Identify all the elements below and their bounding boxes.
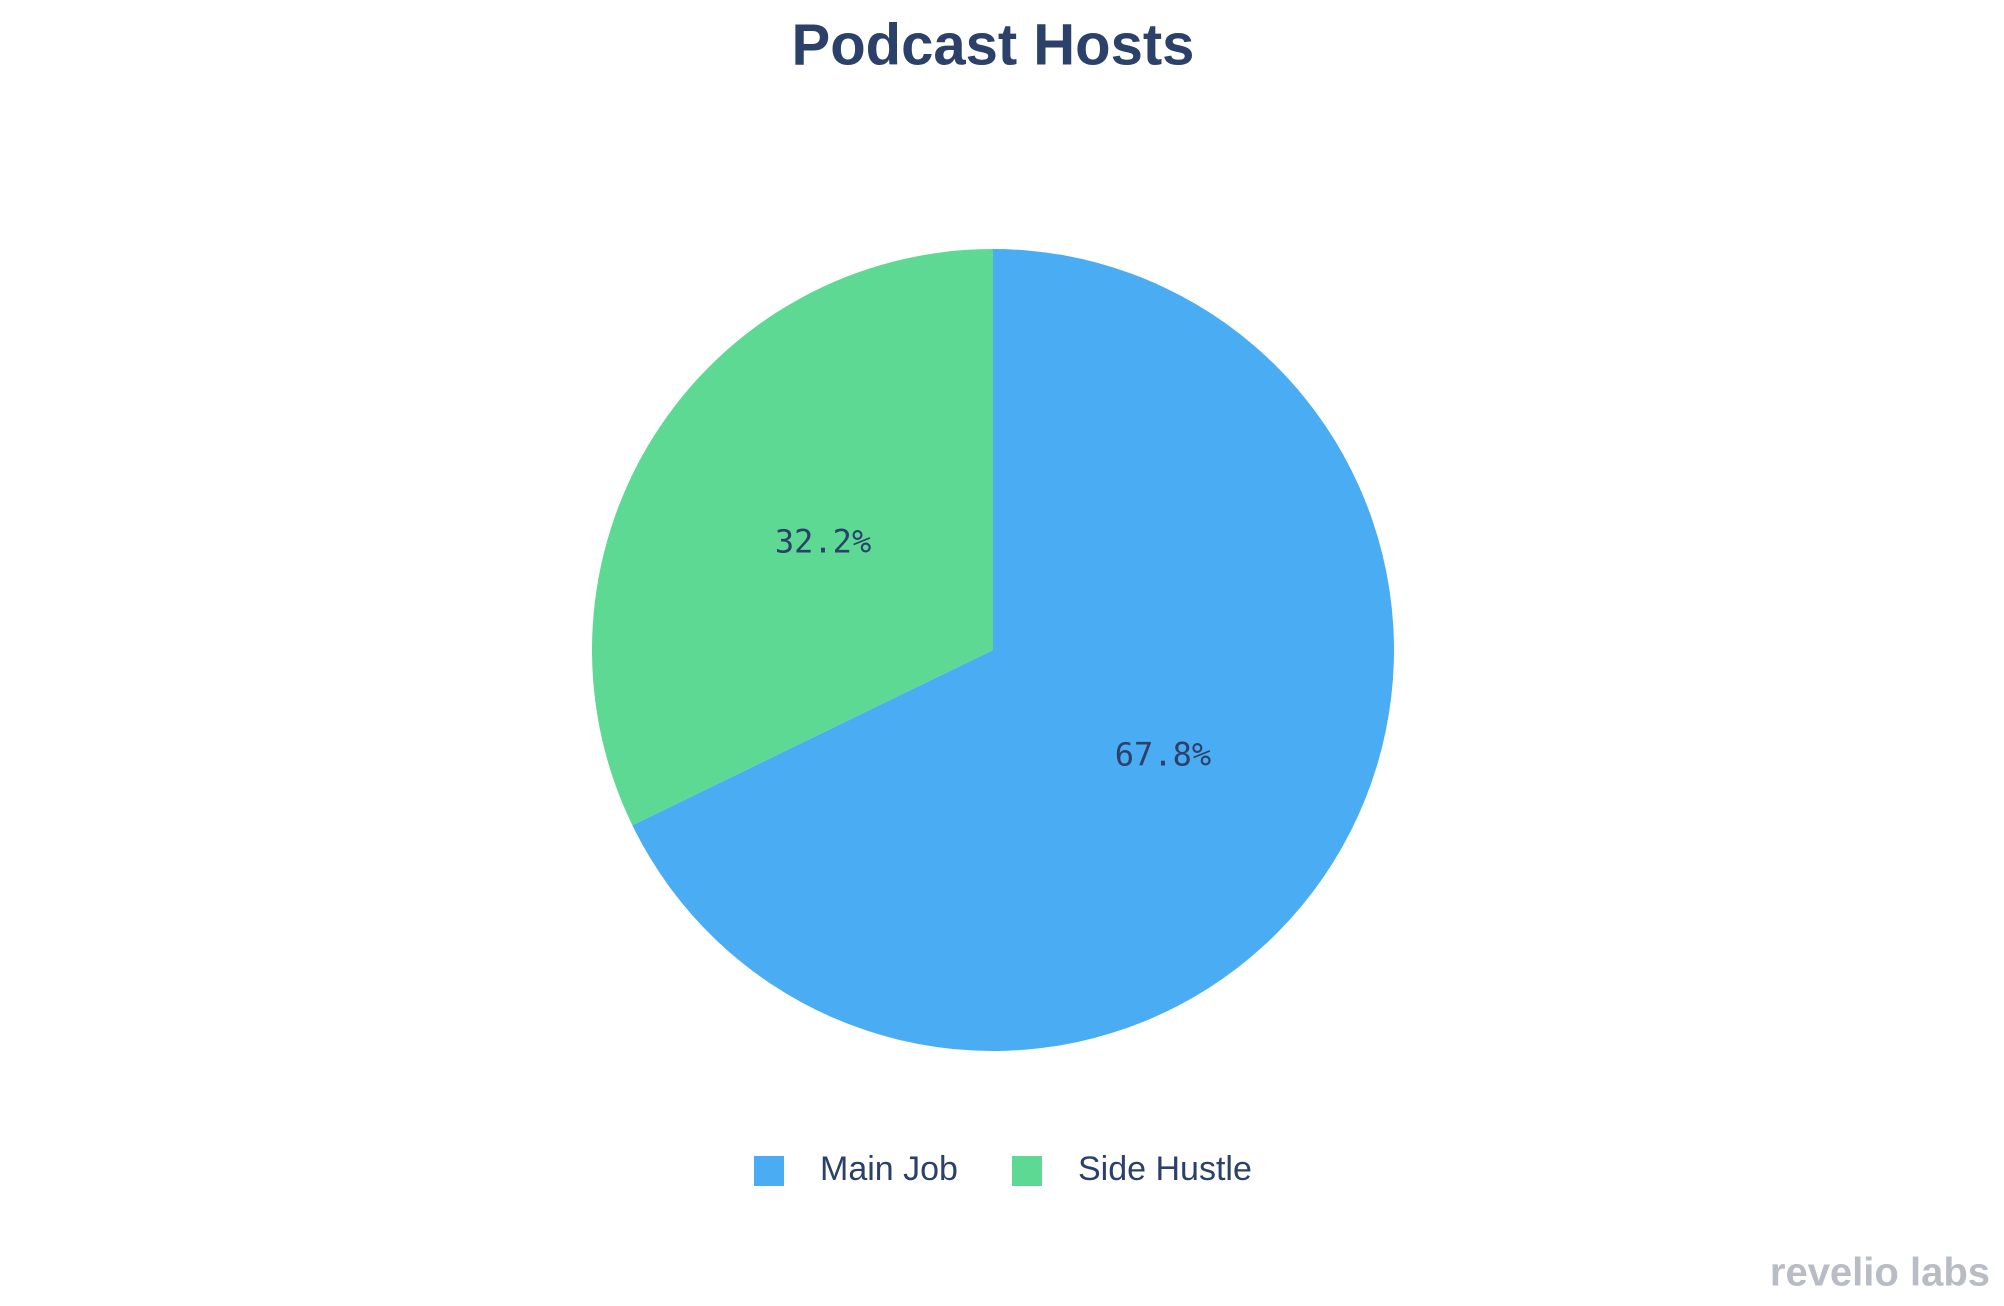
data-label: 32.2% [775,523,871,561]
legend-label: Main Job [820,1150,958,1188]
watermark: revelio labs [1770,1251,1990,1295]
legend-swatch [1012,1156,1042,1186]
pie-slice [591,249,993,826]
chart-title: Podcast Hosts [792,12,1195,77]
pie-slice [632,249,1394,1051]
data-label: 67.8% [1115,735,1211,773]
legend-swatch [754,1156,784,1186]
legend-label: Side Hustle [1078,1150,1252,1188]
